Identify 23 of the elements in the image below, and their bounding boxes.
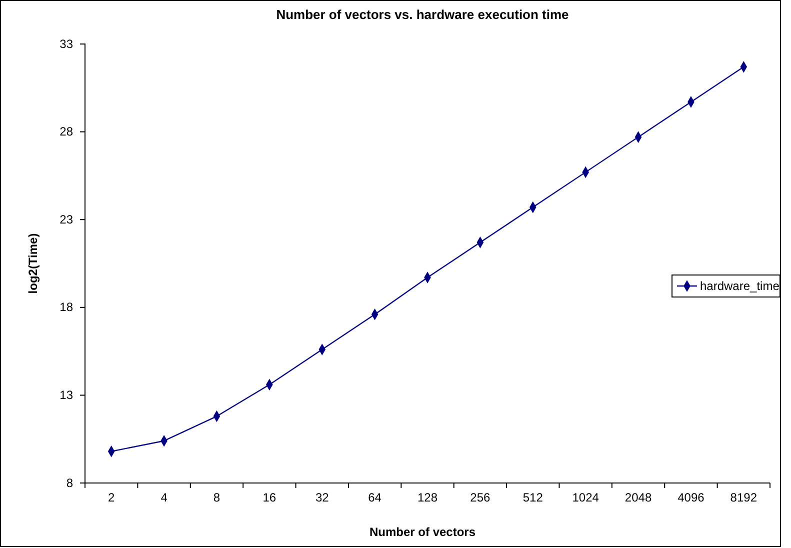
x-tick-label: 2048 <box>624 490 652 505</box>
x-axis-title: Number of vectors <box>369 525 476 539</box>
y-tick-label: 13 <box>60 388 74 402</box>
x-tick-label: 64 <box>368 490 382 505</box>
x-tick-label: 128 <box>417 490 438 505</box>
x-tick-label: 16 <box>262 490 276 505</box>
x-tick-label: 4 <box>160 490 168 505</box>
y-tick-label: 33 <box>60 36 74 51</box>
y-tick-label: 18 <box>60 300 74 314</box>
y-axis-title: log2(Time) <box>26 233 40 294</box>
x-tick-label: 512 <box>522 490 544 505</box>
x-tick-label: 32 <box>315 490 330 505</box>
chart-title: Number of vectors vs. hardware execution time <box>276 7 569 22</box>
x-tick-label: 256 <box>470 490 491 505</box>
y-tick-label: 28 <box>60 124 74 139</box>
x-tick-label: 8 <box>213 490 220 505</box>
x-tick-label: 8192 <box>730 490 758 505</box>
y-tick-label: 8 <box>66 476 74 490</box>
x-tick-label: 4096 <box>678 490 705 505</box>
y-tick-label: 23 <box>60 212 74 226</box>
x-tick-label: 2 <box>108 490 115 505</box>
legend-label: hardware_time <box>700 279 780 293</box>
x-tick-label: 1024 <box>572 490 600 505</box>
